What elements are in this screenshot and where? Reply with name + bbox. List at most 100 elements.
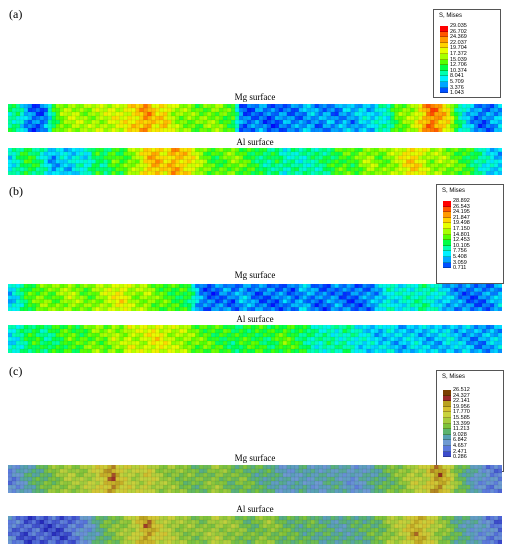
- stress-cell: [235, 469, 240, 474]
- stress-cell: [151, 287, 156, 292]
- stress-cell: [486, 112, 491, 117]
- stress-cell: [99, 307, 104, 311]
- stress-cell: [191, 528, 196, 533]
- stress-cell: [15, 477, 21, 482]
- stress-cell: [438, 299, 443, 304]
- stress-cell: [211, 516, 216, 521]
- stress-cell: [215, 524, 220, 529]
- stress-cell: [382, 116, 387, 121]
- stress-cell: [11, 307, 17, 311]
- stress-cell: [35, 155, 41, 160]
- stress-cell: [8, 325, 13, 330]
- stress-cell: [414, 299, 419, 304]
- stress-cell: [482, 299, 487, 304]
- stress-cell: [438, 112, 443, 117]
- stress-cell: [482, 159, 487, 164]
- stress-cell: [262, 120, 268, 125]
- stress-cell: [278, 128, 284, 132]
- stress-cell: [135, 108, 140, 113]
- stress-cell: [159, 291, 164, 296]
- stress-cell: [458, 284, 463, 289]
- stress-cell: [91, 108, 96, 113]
- stress-cell: [318, 345, 323, 350]
- al-surface-stress-strip: [8, 325, 502, 353]
- stress-cell: [278, 520, 284, 525]
- stress-cell: [207, 333, 212, 338]
- stress-cell: [239, 291, 244, 296]
- stress-cell: [151, 540, 156, 544]
- stress-cell: [207, 337, 212, 342]
- stress-cell: [95, 128, 100, 132]
- stress-cell: [434, 284, 439, 289]
- stress-cell: [171, 163, 176, 168]
- stress-cell: [171, 284, 176, 289]
- stress-cell: [179, 307, 184, 311]
- stress-cell: [183, 287, 188, 292]
- stress-cell: [442, 128, 447, 132]
- stress-cell: [282, 465, 288, 470]
- stress-cell: [35, 341, 41, 346]
- stress-cell: [215, 520, 220, 525]
- stress-cell: [91, 163, 96, 168]
- stress-cell: [195, 469, 200, 474]
- stress-cell: [199, 116, 204, 121]
- stress-cell: [215, 477, 220, 482]
- stress-cell: [19, 532, 25, 537]
- stress-cell: [378, 120, 383, 125]
- stress-cell: [55, 155, 60, 160]
- stress-cell: [147, 155, 152, 160]
- stress-cell: [442, 124, 447, 129]
- stress-cell: [406, 291, 411, 296]
- stress-cell: [219, 473, 224, 478]
- stress-cell: [338, 337, 343, 342]
- stress-cell: [199, 307, 204, 311]
- stress-cell: [362, 128, 367, 132]
- stress-cell: [350, 163, 355, 168]
- stress-cell: [258, 345, 264, 350]
- stress-cell: [442, 477, 447, 482]
- stress-cell: [11, 295, 17, 300]
- stress-cell: [274, 291, 280, 296]
- stress-cell: [39, 104, 45, 109]
- stress-cell: [67, 167, 72, 172]
- stress-cell: [286, 520, 292, 525]
- stress-cell: [83, 325, 88, 330]
- stress-cell: [55, 485, 60, 490]
- stress-cell: [39, 287, 45, 292]
- stress-cell: [342, 128, 347, 132]
- panel-c: (c) S, Mises 26.512 24.327 22.141 19.956 17.…: [0, 360, 510, 550]
- stress-cell: [95, 485, 100, 490]
- stress-cell: [286, 159, 292, 164]
- stress-cell: [27, 469, 33, 474]
- stress-cell: [11, 104, 17, 109]
- legend-swatch: [443, 423, 451, 430]
- stress-cell: [374, 291, 379, 296]
- stress-cell: [338, 124, 343, 129]
- stress-cell: [394, 163, 399, 168]
- stress-cell: [175, 155, 180, 160]
- stress-cell: [258, 120, 264, 125]
- stress-cell: [239, 337, 244, 342]
- stress-cell: [131, 128, 136, 132]
- stress-cell: [247, 536, 252, 541]
- stress-cell: [239, 284, 244, 289]
- stress-cell: [494, 465, 499, 470]
- stress-cell: [326, 108, 331, 113]
- stress-cell: [494, 295, 499, 300]
- stress-cell: [350, 291, 355, 296]
- stress-cell: [131, 465, 136, 470]
- stress-cell: [282, 151, 288, 156]
- stress-cell: [8, 465, 13, 470]
- stress-cell: [15, 307, 21, 311]
- stress-cell: [87, 345, 92, 350]
- stress-cell: [39, 128, 45, 132]
- stress-cell: [438, 104, 443, 109]
- stress-cell: [394, 295, 399, 300]
- stress-cell: [490, 167, 495, 172]
- stress-cell: [318, 329, 323, 334]
- stress-cell: [247, 159, 252, 164]
- stress-cell: [139, 333, 144, 338]
- stress-cell: [231, 532, 236, 537]
- stress-cell: [410, 112, 415, 117]
- stress-cell: [8, 116, 13, 121]
